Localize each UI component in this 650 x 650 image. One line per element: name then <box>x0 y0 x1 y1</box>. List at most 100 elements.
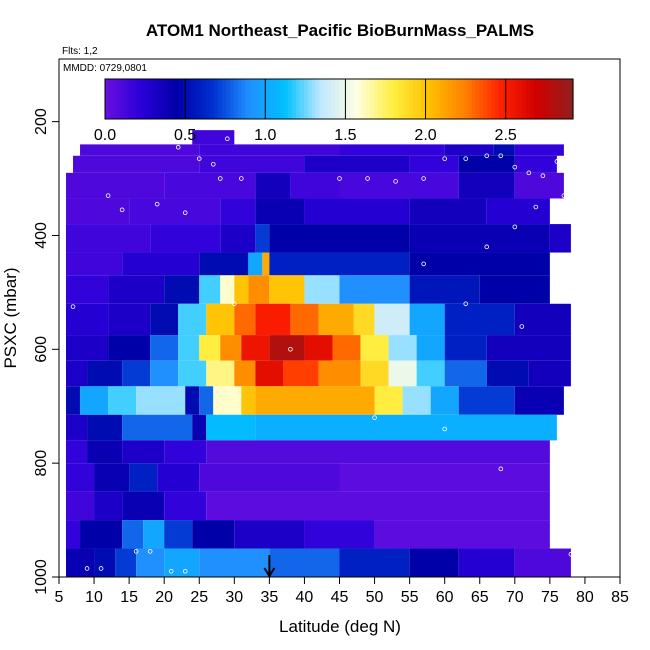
heatmap-cell <box>458 548 515 577</box>
sample-point <box>253 136 258 141</box>
colorbar-segment <box>565 79 570 119</box>
sample-point <box>105 193 111 198</box>
heatmap-cell <box>332 335 361 361</box>
colorbar-segment <box>300 79 305 119</box>
colorbar-segment <box>136 79 141 119</box>
heatmap-cell <box>199 463 340 492</box>
colorbar-segment <box>327 79 332 119</box>
sample-point <box>463 301 469 307</box>
colorbar-segment <box>167 79 172 119</box>
heatmap-cell <box>87 414 123 441</box>
x-tick-label: 5 <box>55 589 64 606</box>
heatmap-cell <box>66 360 88 387</box>
sample-point <box>98 566 104 571</box>
heatmap-cell <box>220 198 256 225</box>
heatmap-cell <box>192 414 207 441</box>
heatmap-cell <box>122 414 193 441</box>
y-tick-label: 1000 <box>33 559 50 595</box>
heatmap-cell <box>514 548 571 577</box>
colorbar-segment <box>467 79 473 119</box>
heatmap-cell <box>283 360 319 387</box>
heatmap-cell <box>178 335 200 361</box>
heatmap-cell <box>458 386 515 415</box>
colorbar-segment <box>385 79 391 119</box>
colorbar-tick-label: 0.5 <box>174 127 196 144</box>
y-tick-label: 200 <box>33 108 50 135</box>
heatmap-cell <box>143 520 165 549</box>
x-tick-label: 20 <box>155 589 173 606</box>
heatmap-cell <box>409 252 550 276</box>
colorbar-segment <box>440 79 445 119</box>
colorbar-segment <box>323 79 328 119</box>
heatmap-cell <box>290 303 319 336</box>
colorbar-segment <box>303 79 309 119</box>
colorbar-segment <box>112 79 118 119</box>
colorbar-segment <box>307 79 313 119</box>
heatmap-cell <box>206 491 550 521</box>
colorbar-segment <box>218 79 223 119</box>
sample-point <box>540 173 546 178</box>
colorbar-segment <box>374 79 379 119</box>
colorbar-segment <box>132 79 137 119</box>
colorbar-segment <box>459 79 465 119</box>
heatmap-cell <box>255 172 291 199</box>
x-tick-label: 15 <box>120 589 138 606</box>
x-tick-label: 30 <box>225 589 243 606</box>
heatmap-cell <box>262 252 270 276</box>
heatmap-cell <box>514 172 564 199</box>
colorbar-segment <box>354 79 360 119</box>
sample-point <box>561 193 567 198</box>
sample-point <box>421 176 426 181</box>
sample-point <box>421 261 426 267</box>
heatmap-cell <box>66 275 109 304</box>
heatmap-cell <box>339 172 459 199</box>
sample-point <box>512 224 518 230</box>
colorbar-segment <box>487 79 492 119</box>
colorbar-segment <box>409 79 414 119</box>
heatmap-cell <box>339 144 445 156</box>
x-tick-label: 60 <box>436 589 454 606</box>
heatmap-cell <box>150 224 221 253</box>
heatmap-cell <box>486 335 571 361</box>
heatmap-cell <box>409 275 480 304</box>
heatmap-cell <box>199 155 305 173</box>
heatmap-cell <box>94 548 116 577</box>
heatmap-cell <box>234 275 249 304</box>
heatmap-cell <box>122 440 165 464</box>
latitude-marker-arrow <box>263 567 276 578</box>
heatmap-cell <box>255 303 291 336</box>
colorbar-segment <box>541 79 547 119</box>
heatmap-cell <box>150 360 179 387</box>
heatmap-cell <box>150 335 179 361</box>
colorbar-segment <box>502 79 508 119</box>
heatmap-cell <box>514 303 571 336</box>
heatmap-cell <box>304 275 340 304</box>
colorbar-tick-label: 1.5 <box>334 127 356 144</box>
sample-point <box>512 164 518 170</box>
heatmap-cell <box>255 386 375 415</box>
colorbar-segment <box>268 79 274 119</box>
heatmap-cell <box>213 386 242 415</box>
sample-point <box>575 489 581 494</box>
colorbar-tick-label: 2.5 <box>495 127 517 144</box>
colorbar-segment <box>128 79 133 119</box>
sample-point <box>498 153 504 159</box>
colorbar-segment <box>284 79 289 119</box>
colorbar-segment <box>225 79 231 119</box>
colorbar-tick-label: 2.0 <box>414 127 436 144</box>
heatmap-cell <box>388 360 417 387</box>
colorbar-segment <box>116 79 122 119</box>
heatmap-cell <box>374 520 550 549</box>
heatmap-cell <box>304 335 333 361</box>
heatmap-cell <box>108 386 137 415</box>
sample-point <box>484 153 490 159</box>
x-tick-label: 25 <box>190 589 208 606</box>
sample-point <box>519 324 525 329</box>
colorbar-segment <box>362 79 367 119</box>
sample-point <box>442 156 447 161</box>
colorbar-segment <box>514 79 519 119</box>
colorbar-segment <box>370 79 375 119</box>
heatmap-cell <box>220 275 235 304</box>
heatmap-cell <box>444 335 487 361</box>
heatmap-cell <box>80 520 123 549</box>
